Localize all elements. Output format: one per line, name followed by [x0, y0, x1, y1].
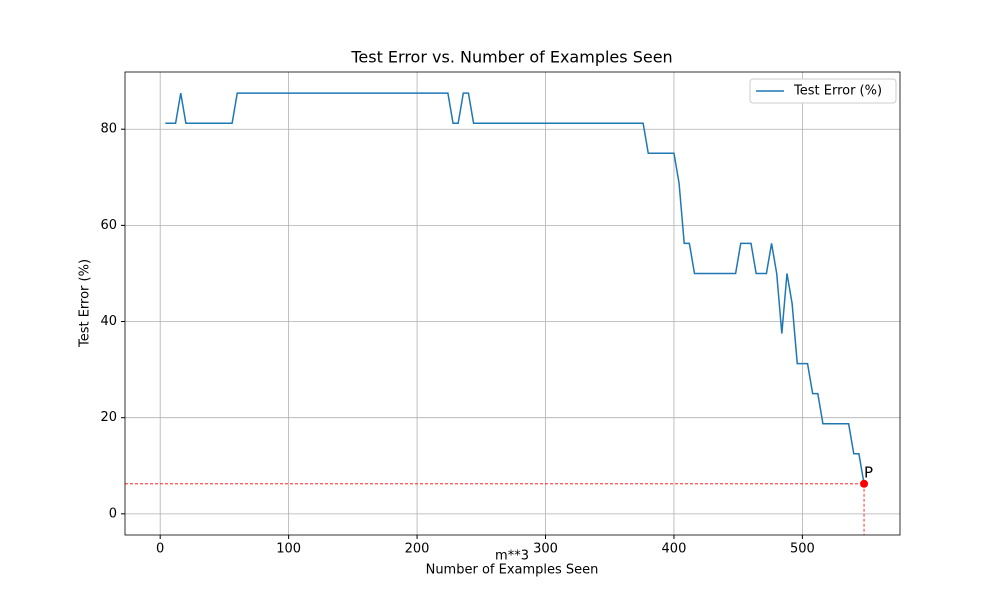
chart-title: Test Error vs. Number of Examples Seen	[350, 48, 672, 67]
y-tick-label: 80	[100, 122, 117, 137]
x-tick-label: 300	[533, 542, 558, 557]
point-marker	[860, 479, 869, 488]
x-tick-label: 400	[662, 542, 687, 557]
x-axis-label: Number of Examples Seen	[426, 563, 599, 578]
x-tick-label: 500	[790, 542, 815, 557]
y-tick-label: 20	[100, 410, 117, 425]
plot-frame	[124, 71, 901, 536]
legend-box	[749, 78, 897, 104]
x-tick-label: 100	[276, 542, 301, 557]
legend-label: Test Error (%)	[793, 84, 882, 99]
y-tick-label: 40	[100, 314, 117, 329]
line-series	[165, 92, 865, 484]
y-tick-label: 60	[100, 218, 117, 233]
x-tick-label: 200	[405, 542, 430, 557]
y-tick-label: 0	[109, 506, 117, 521]
note: m**3	[495, 549, 529, 564]
point-label: P	[864, 463, 873, 481]
y-axis-label: Test Error (%)	[78, 259, 93, 348]
x-tick-label: 0	[156, 542, 164, 557]
